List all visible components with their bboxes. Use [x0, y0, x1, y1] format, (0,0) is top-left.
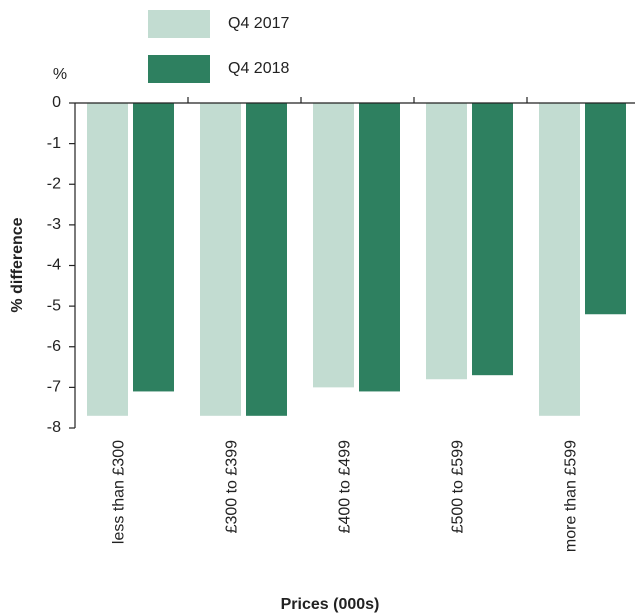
bar: [133, 103, 174, 392]
bar: [246, 103, 287, 416]
y-tick-label: -1: [47, 135, 61, 152]
legend-swatch: [148, 55, 210, 83]
bar: [472, 103, 513, 376]
y-tick-label: -5: [47, 297, 61, 314]
y-tick-label: 0: [52, 94, 61, 111]
y-tick-label: -3: [47, 216, 61, 233]
x-tick-label: less than £300: [111, 440, 128, 544]
legend-label: Q4 2017: [228, 15, 289, 32]
bar: [539, 103, 580, 416]
x-tick-label: £500 to £599: [450, 440, 467, 534]
x-tick-label: more than £599: [563, 440, 580, 552]
y-tick-label: -7: [47, 379, 61, 396]
bar: [200, 103, 241, 416]
x-tick-label: £300 to £399: [224, 440, 241, 534]
x-axis-title: Prices (000s): [281, 596, 380, 613]
y-tick-label: -8: [47, 419, 61, 436]
bar: [585, 103, 626, 315]
legend-swatch: [148, 10, 210, 38]
bar: [313, 103, 354, 388]
bar: [426, 103, 467, 380]
y-axis-title: % difference: [9, 217, 26, 312]
legend-label: Q4 2018: [228, 60, 289, 77]
y-tick-label: -2: [47, 175, 61, 192]
bar: [359, 103, 400, 392]
y-tick-label: -6: [47, 338, 61, 355]
y-unit: %: [53, 66, 67, 83]
bar: [87, 103, 128, 416]
x-tick-label: £400 to £499: [337, 440, 354, 534]
y-tick-label: -4: [47, 257, 61, 274]
